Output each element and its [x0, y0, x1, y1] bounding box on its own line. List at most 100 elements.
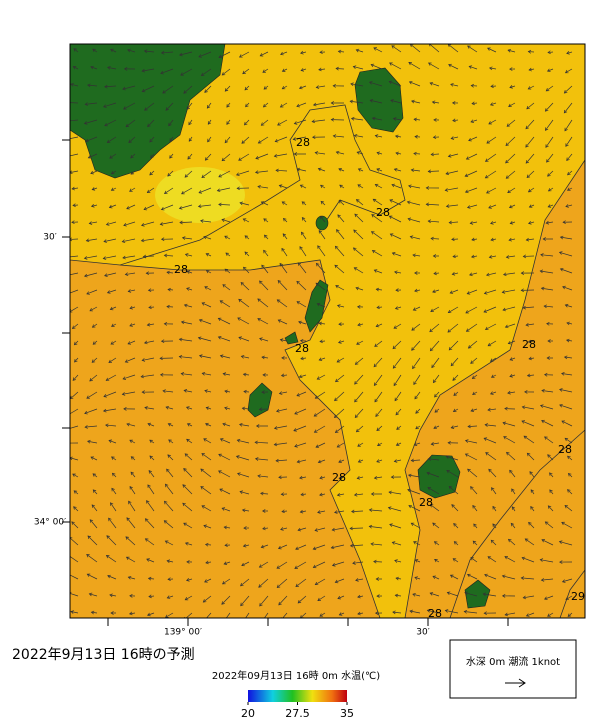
arrow: [294, 408, 307, 415]
arrow: [354, 134, 364, 138]
legend-label: 水深 0m 潮流 1knot: [466, 655, 560, 668]
arrow-head: [335, 285, 339, 289]
arrow-head: [546, 321, 550, 326]
arrow: [89, 519, 98, 529]
arrow-head: [414, 134, 418, 139]
arrow-head: [484, 573, 488, 578]
arrow: [490, 221, 497, 224]
arrow: [429, 44, 440, 53]
arrow-head: [87, 535, 92, 540]
arrow-head: [84, 102, 89, 106]
arrow: [129, 612, 136, 615]
arrow: [522, 406, 535, 410]
arrow: [201, 170, 212, 178]
arrow: [338, 340, 345, 344]
arrow-head: [471, 101, 475, 106]
arrow-head: [70, 237, 73, 242]
arrow: [428, 458, 440, 461]
arrow-head: [200, 219, 204, 223]
arrow-head: [239, 422, 243, 427]
arrow: [108, 518, 117, 529]
arrow-head: [71, 325, 76, 329]
arrow: [339, 476, 345, 479]
arrow: [491, 374, 497, 378]
arrow: [414, 576, 421, 580]
arrow-head: [394, 134, 399, 139]
arrow: [315, 391, 326, 399]
arrow: [147, 612, 155, 616]
arrow-head: [300, 492, 304, 497]
arrow-head: [428, 62, 432, 66]
arrow-head: [240, 602, 244, 607]
arrow: [376, 288, 383, 291]
arrow-head: [238, 157, 242, 161]
arrow: [546, 221, 554, 224]
arrow: [70, 255, 79, 258]
arrow: [409, 610, 421, 614]
arrow: [485, 323, 497, 330]
arrow: [568, 473, 573, 478]
arrow: [72, 187, 79, 190]
arrow-head: [314, 151, 319, 155]
arrow-head: [393, 382, 397, 387]
arrow: [465, 187, 478, 193]
arrow-head: [182, 502, 186, 507]
arrow: [125, 357, 136, 363]
arrow-head: [354, 414, 359, 419]
arrow: [255, 441, 269, 444]
arrow: [350, 527, 364, 529]
arrow-head: [488, 66, 493, 71]
arrow-head: [452, 558, 457, 562]
arrow: [472, 540, 478, 546]
arrow-head: [201, 302, 206, 306]
arrow: [433, 272, 440, 275]
arrow: [473, 523, 478, 529]
arrow-head: [73, 48, 77, 52]
arrow-head: [241, 406, 246, 411]
arrow: [92, 48, 98, 53]
arrow-head: [261, 355, 265, 360]
arrow-head: [87, 439, 91, 444]
arrow: [448, 306, 459, 313]
arrow: [144, 340, 155, 344]
arrow-head: [203, 438, 207, 442]
arrow-head: [521, 420, 525, 424]
arrow-head: [259, 602, 263, 607]
arrow-head: [255, 424, 260, 428]
arrow: [103, 255, 117, 259]
arrow: [226, 102, 231, 108]
arrow-head: [501, 594, 506, 598]
arrow: [546, 85, 554, 92]
arrow: [434, 541, 440, 546]
arrow-head: [160, 207, 165, 211]
arrow-head: [121, 239, 126, 243]
arrow-head: [330, 101, 335, 105]
arrow: [130, 170, 136, 175]
arrow: [128, 136, 136, 143]
arrow: [452, 255, 459, 257]
arrow: [224, 390, 231, 393]
arrow: [374, 374, 383, 386]
arrow: [147, 187, 155, 193]
arrow: [317, 303, 326, 308]
arrow-head: [484, 175, 489, 179]
arrow-head: [301, 201, 306, 205]
arrow-head: [109, 306, 114, 311]
arrow-head: [374, 398, 378, 403]
arrow: [301, 201, 307, 206]
arrow-head: [374, 343, 378, 347]
arrow: [296, 301, 307, 308]
arrow-head: [490, 374, 495, 378]
arrow-head: [128, 500, 132, 505]
arrow: [238, 299, 250, 308]
arrow: [224, 407, 231, 410]
arrow-head: [508, 237, 512, 242]
arrow-head: [473, 523, 477, 528]
arrow: [430, 592, 440, 597]
arrow-head: [67, 573, 70, 576]
arrow: [315, 578, 326, 585]
arrow-head: [509, 85, 513, 89]
arrow: [261, 119, 269, 126]
arrow: [448, 64, 459, 70]
arrow-head: [504, 324, 509, 329]
